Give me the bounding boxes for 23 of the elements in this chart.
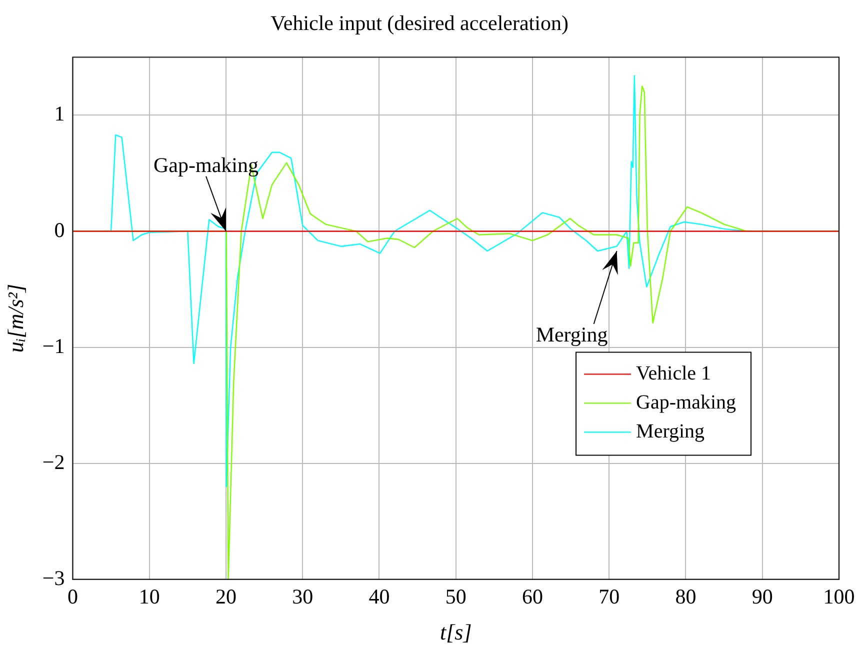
x-axis-title: t[s] bbox=[440, 620, 472, 645]
x-tick-label: 60 bbox=[522, 584, 543, 609]
x-tick-label: 10 bbox=[138, 584, 160, 609]
y-axis-title: uᵢ[m/s²] bbox=[2, 284, 28, 353]
x-tick-label: 70 bbox=[598, 584, 620, 609]
legend-label: Gap-making bbox=[636, 391, 736, 414]
x-tick-label: 80 bbox=[675, 584, 696, 609]
annotation: Gap-making bbox=[154, 152, 259, 177]
x-tick-label: 30 bbox=[292, 584, 314, 609]
y-tick-label: −1 bbox=[42, 334, 65, 358]
x-tick-label: 90 bbox=[752, 584, 773, 609]
legend-label: Merging bbox=[636, 420, 705, 442]
x-tick-label: 50 bbox=[445, 584, 466, 609]
x-tick-label: 40 bbox=[368, 584, 390, 609]
y-tick-label: 1 bbox=[54, 102, 65, 126]
x-tick-label: 20 bbox=[215, 584, 236, 609]
x-tick-label: 100 bbox=[823, 584, 855, 609]
y-tick-label: −3 bbox=[42, 566, 65, 590]
legend-label: Vehicle 1 bbox=[636, 362, 712, 384]
y-tick-label: −2 bbox=[42, 450, 65, 474]
annotation: Merging bbox=[536, 322, 608, 347]
chart-title: Vehicle input (desired acceleration) bbox=[270, 11, 568, 36]
y-tick-label: 0 bbox=[54, 218, 65, 242]
